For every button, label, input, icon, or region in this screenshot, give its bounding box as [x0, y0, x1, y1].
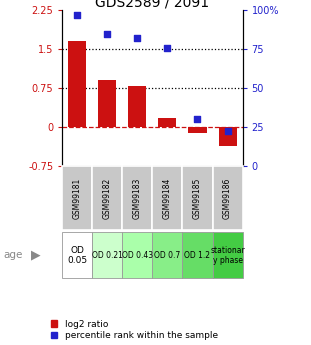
FancyBboxPatch shape — [152, 166, 183, 230]
Text: ▶: ▶ — [31, 249, 41, 262]
Text: GSM99181: GSM99181 — [73, 178, 82, 219]
FancyBboxPatch shape — [62, 166, 92, 230]
Point — [225, 129, 230, 134]
Point — [135, 36, 140, 41]
FancyBboxPatch shape — [122, 232, 152, 278]
Text: OD 1.2: OD 1.2 — [184, 251, 211, 260]
FancyBboxPatch shape — [152, 232, 183, 278]
Text: GSM99185: GSM99185 — [193, 178, 202, 219]
Bar — [158, 118, 176, 127]
Text: age: age — [3, 250, 22, 260]
FancyBboxPatch shape — [122, 166, 152, 230]
Point — [75, 12, 80, 18]
Title: GDS2589 / 2091: GDS2589 / 2091 — [95, 0, 209, 9]
Point — [105, 31, 110, 37]
FancyBboxPatch shape — [92, 166, 122, 230]
Text: OD 0.43: OD 0.43 — [122, 251, 153, 260]
Bar — [98, 80, 116, 127]
Legend: log2 ratio, percentile rank within the sample: log2 ratio, percentile rank within the s… — [51, 320, 218, 341]
Text: OD 0.21: OD 0.21 — [92, 251, 123, 260]
Text: stationar
y phase: stationar y phase — [210, 246, 245, 265]
FancyBboxPatch shape — [92, 232, 122, 278]
Text: GSM99183: GSM99183 — [133, 178, 142, 219]
FancyBboxPatch shape — [183, 232, 212, 278]
FancyBboxPatch shape — [212, 232, 243, 278]
FancyBboxPatch shape — [62, 232, 92, 278]
Text: GSM99182: GSM99182 — [103, 178, 112, 219]
FancyBboxPatch shape — [183, 166, 212, 230]
Text: OD
0.05: OD 0.05 — [67, 246, 87, 265]
Bar — [188, 127, 207, 133]
Text: OD 0.7: OD 0.7 — [154, 251, 181, 260]
Bar — [128, 87, 146, 127]
Text: GSM99184: GSM99184 — [163, 178, 172, 219]
Bar — [68, 41, 86, 127]
Text: GSM99186: GSM99186 — [223, 178, 232, 219]
Point — [165, 45, 170, 50]
Bar — [219, 127, 237, 146]
Point — [195, 116, 200, 122]
FancyBboxPatch shape — [212, 166, 243, 230]
